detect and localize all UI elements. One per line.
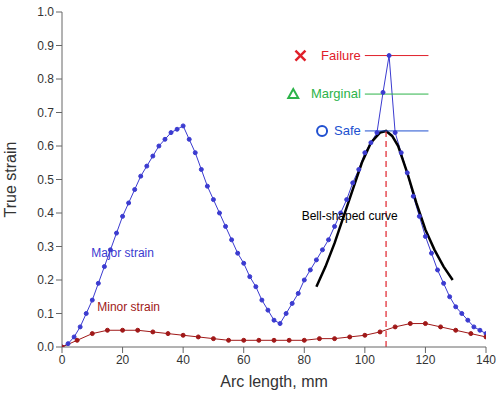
- svg-text:40: 40: [176, 353, 190, 367]
- svg-text:0.3: 0.3: [37, 240, 54, 254]
- svg-text:0.0: 0.0: [37, 340, 54, 354]
- svg-text:Major strain: Major strain: [91, 246, 154, 260]
- svg-text:0.4: 0.4: [37, 206, 54, 220]
- svg-text:80: 80: [298, 353, 312, 367]
- svg-text:Marginal: Marginal: [311, 86, 361, 101]
- svg-text:60: 60: [237, 353, 251, 367]
- svg-text:Minor strain: Minor strain: [97, 300, 160, 314]
- svg-text:Failure: Failure: [321, 48, 361, 63]
- svg-text:0.5: 0.5: [37, 173, 54, 187]
- svg-text:120: 120: [415, 353, 435, 367]
- svg-text:0.9: 0.9: [37, 39, 54, 53]
- svg-text:Safe: Safe: [334, 123, 361, 138]
- svg-text:Arc length, mm: Arc length, mm: [220, 373, 328, 390]
- svg-text:100: 100: [355, 353, 375, 367]
- svg-text:1.0: 1.0: [37, 5, 54, 19]
- svg-text:0: 0: [59, 353, 66, 367]
- svg-text:0.6: 0.6: [37, 139, 54, 153]
- svg-text:True strain: True strain: [2, 142, 19, 218]
- svg-text:140: 140: [476, 353, 496, 367]
- svg-text:20: 20: [116, 353, 130, 367]
- svg-text:0.1: 0.1: [37, 307, 54, 321]
- svg-text:0.8: 0.8: [37, 72, 54, 86]
- svg-text:Bell-shaped curve: Bell-shaped curve: [302, 209, 398, 223]
- svg-text:0.2: 0.2: [37, 273, 54, 287]
- svg-text:0.7: 0.7: [37, 106, 54, 120]
